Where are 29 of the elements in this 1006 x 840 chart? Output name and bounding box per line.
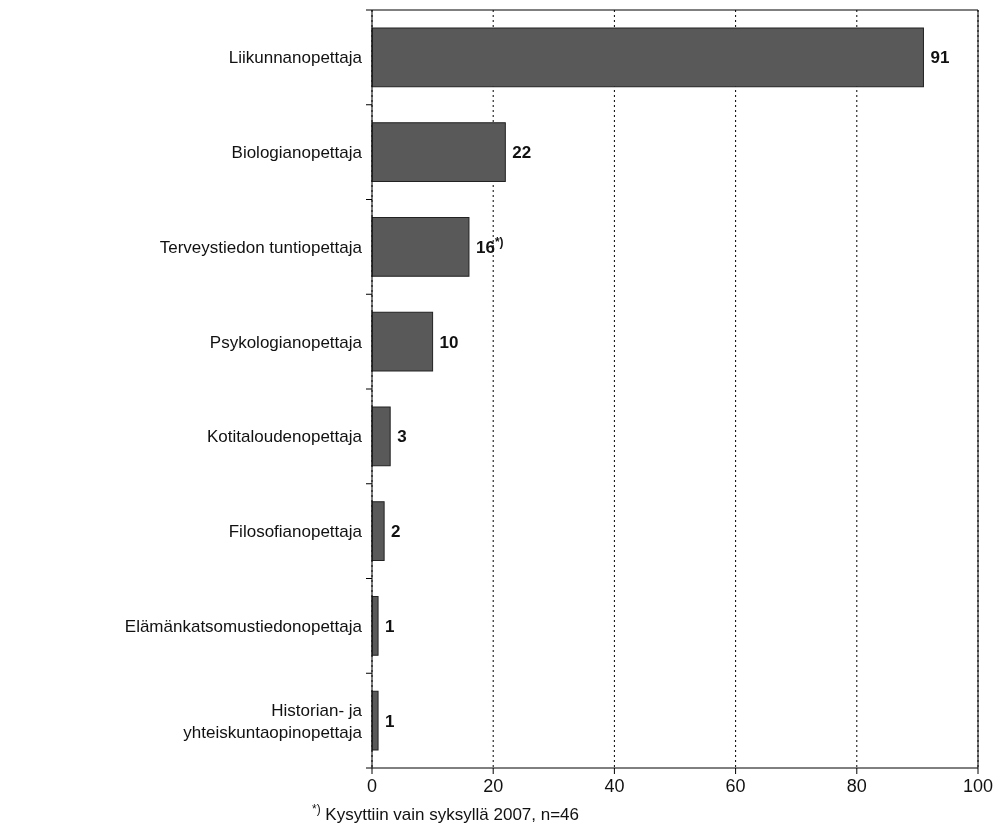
y-tick-label: Filosofianopettaja: [228, 522, 363, 542]
bar: [371, 406, 391, 467]
y-tick-label: Biologianopettaja: [231, 143, 363, 163]
bar: [371, 217, 470, 277]
x-tick-label: 80: [846, 776, 867, 796]
x-tick-label: 20: [483, 776, 504, 796]
data-label: 10: [439, 332, 459, 352]
x-tick-label: 0: [366, 776, 378, 796]
y-tick-label: Liikunnanopettaja: [228, 48, 363, 68]
y-tick-label: Kotitaloudenopettaja: [206, 427, 363, 447]
data-label: 1: [385, 711, 395, 731]
y-tick-label: Elämänkatsomustiedonopettaja: [124, 616, 363, 636]
bar: [371, 122, 506, 182]
y-tick-label: Terveystiedon tuntiopettaja: [159, 237, 363, 257]
data-label: 3: [397, 427, 407, 447]
bar: [371, 27, 924, 88]
bar: [371, 311, 434, 372]
data-label: 91: [930, 48, 950, 68]
x-tick-label: 100: [962, 776, 994, 796]
text: $^{*)}$ Kysyttiin vain syksyllä 2007, n=46: [312, 802, 580, 824]
data-label: 16$^{*)}$: [475, 234, 504, 257]
y-tick-label: Psykologianopettaja: [209, 332, 363, 352]
data-label: 22: [512, 143, 532, 163]
y-tick-label: Historian- ja yhteiskuntaopinopettaja: [183, 700, 363, 742]
data-label: 2: [391, 522, 401, 542]
x-tick-label: 60: [725, 776, 746, 796]
bar: [371, 501, 385, 561]
x-tick-label: 40: [604, 776, 625, 796]
data-label: 1: [385, 616, 395, 636]
